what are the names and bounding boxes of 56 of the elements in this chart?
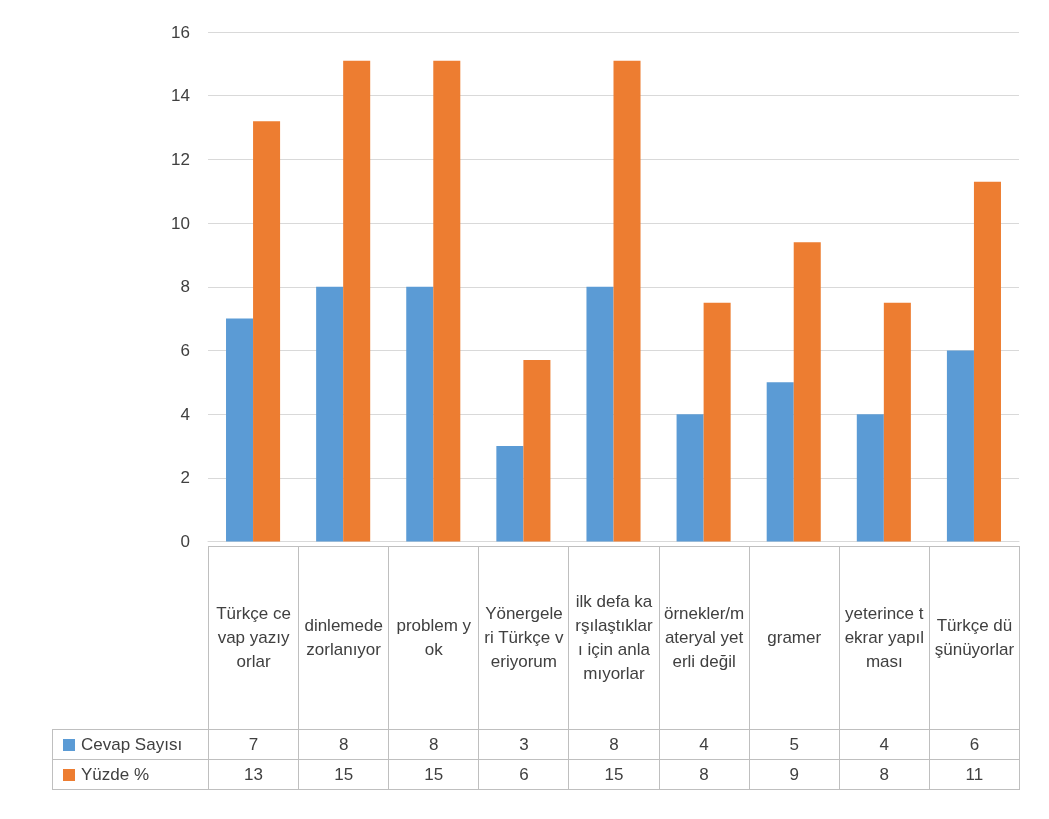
y-tick-label: 10 <box>171 213 190 233</box>
y-tick-label: 12 <box>171 149 190 169</box>
x-tick-label: problem yok <box>388 546 480 730</box>
legend-label: Cevap Sayısı <box>52 729 209 760</box>
bar <box>316 286 344 542</box>
bar <box>946 350 974 542</box>
data-label: 11 <box>928 759 1020 790</box>
x-tick-label: Türkçe düşünüyorlar <box>928 546 1020 730</box>
y-tick-label: 14 <box>171 86 190 106</box>
bar <box>253 121 281 542</box>
data-label: 5 <box>748 729 840 760</box>
bar <box>793 242 821 542</box>
bar <box>586 286 614 542</box>
bar <box>856 414 884 542</box>
bar <box>883 302 911 542</box>
data-label: 15 <box>298 759 390 790</box>
y-tick-label: 6 <box>180 340 190 360</box>
bar <box>343 60 371 542</box>
data-label: 13 <box>208 759 300 790</box>
data-label: 8 <box>568 729 660 760</box>
data-label: 7 <box>208 729 300 760</box>
y-tick-label: 0 <box>180 532 190 551</box>
data-label: 6 <box>928 729 1020 760</box>
data-label: 9 <box>748 759 840 790</box>
x-tick-label: gramer <box>748 546 840 730</box>
data-label: 4 <box>838 729 930 760</box>
x-tick-label: yeterince tekrar yapılması <box>838 546 930 730</box>
x-tick-label: ilk defa karşılaştıkları için anlamıyorlar <box>568 546 660 730</box>
y-tick-label: 16 <box>171 22 190 42</box>
data-label: 6 <box>478 759 570 790</box>
y-tick-label: 2 <box>180 468 190 488</box>
bar <box>406 286 434 542</box>
legend-label: Yüzde % <box>52 759 209 790</box>
data-label: 15 <box>568 759 660 790</box>
bar <box>703 302 731 542</box>
x-tick-label: örnekler/materyal yeterli değil <box>658 546 750 730</box>
data-label: 8 <box>388 729 480 760</box>
data-label: 8 <box>658 759 750 790</box>
data-label: 4 <box>658 729 750 760</box>
bar <box>496 445 524 542</box>
bar <box>973 181 1001 542</box>
bar <box>523 359 551 542</box>
bar <box>613 60 641 542</box>
data-label: 8 <box>298 729 390 760</box>
data-label: 15 <box>388 759 480 790</box>
y-tick-label: 8 <box>180 277 190 297</box>
y-tick-label: 4 <box>180 404 190 424</box>
x-tick-label: Türkçe cevap yazıyorlar <box>208 546 300 730</box>
bar <box>226 318 254 542</box>
bar <box>433 60 461 542</box>
x-tick-label: Yönergeleri Türkçe veriyorum <box>478 546 570 730</box>
bar <box>676 414 704 542</box>
data-label: 8 <box>838 759 930 790</box>
bar <box>766 382 794 542</box>
data-label: 3 <box>478 729 570 760</box>
x-tick-label: dinlemede zorlanıyor <box>298 546 390 730</box>
